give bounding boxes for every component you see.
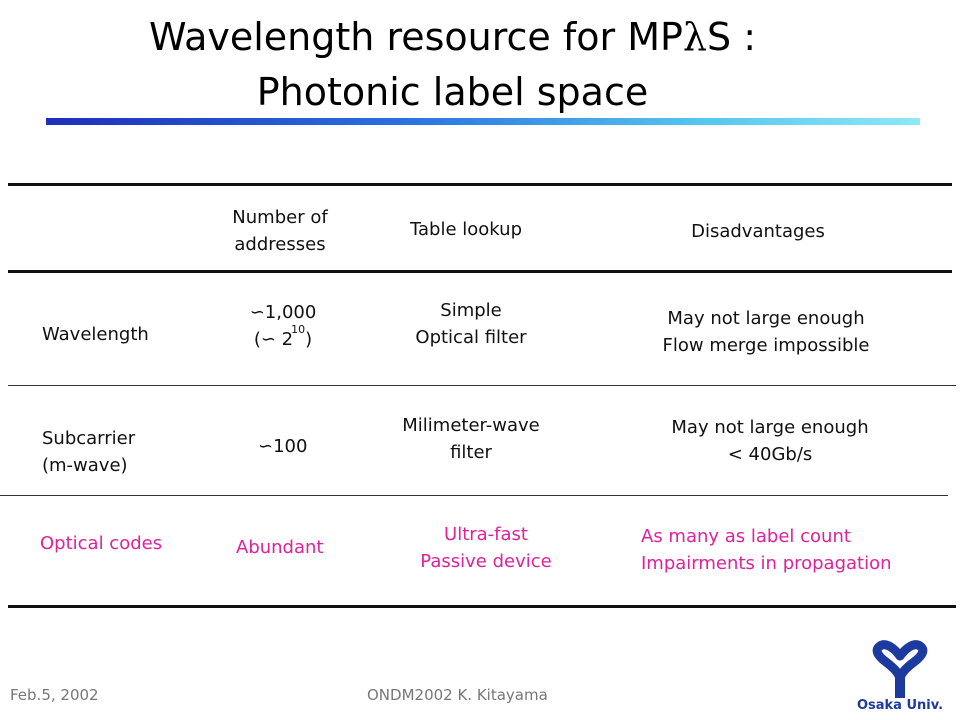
slide-title: Wavelength resource for MPλS : Photonic … [0,10,905,120]
osaka-univ-emblem-icon [872,640,928,698]
header-rule [8,270,952,273]
row-name-subcarrier: Subcarrier (m-wave) [42,428,136,476]
optical-codes-lookup: Ultra-fast Passive device [420,524,552,572]
subcarrier-addresses: ∽100 [258,436,308,457]
row-name-optical-codes: Optical codes [40,533,163,554]
title-line-2: Photonic label space [256,70,649,114]
lambda-symbol: λ [682,15,708,59]
logo-text: Osaka Univ. [856,698,944,713]
wavelength-addresses: ∽1,000 (∽ 210) [249,302,317,350]
row-divider-1 [8,385,956,386]
osaka-univ-logo: Osaka Univ. [850,640,950,720]
subcarrier-disadvantages: May not large enough < 40Gb/s [671,417,869,465]
table-bottom-rule [8,605,956,608]
wavelength-lookup: Simple Optical filter [415,300,527,348]
row-divider-2 [0,495,948,496]
row-name-wavelength: Wavelength [42,324,149,345]
header-lookup: Table lookup [410,219,522,240]
footer-conference: ONDM2002 K. Kitayama [367,686,548,704]
subcarrier-lookup: Milimeter-wave filter [402,415,540,463]
footer-date: Feb.5, 2002 [10,686,99,704]
title-suffix: S : [707,15,757,59]
optical-codes-addresses: Abundant [236,537,324,558]
optical-codes-disadvantages: As many as label count Impairments in pr… [641,526,892,574]
title-prefix: Wavelength resource for MP [148,15,683,59]
title-line-1: Wavelength resource for MPλS : [0,10,905,65]
header-disadvantages: Disadvantages [691,221,825,242]
table-top-rule [8,183,952,186]
header-addresses: Number of addresses [232,207,328,255]
wavelength-disadvantages: May not large enough Flow merge impossib… [662,308,870,356]
title-underline-bar [46,118,920,125]
